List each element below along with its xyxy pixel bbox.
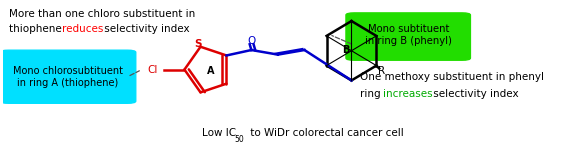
Text: reduces: reduces bbox=[62, 24, 103, 34]
Text: B: B bbox=[342, 45, 350, 55]
Text: S: S bbox=[194, 39, 202, 49]
FancyBboxPatch shape bbox=[346, 13, 471, 60]
Text: One methoxy substituent in phenyl: One methoxy substituent in phenyl bbox=[360, 72, 544, 82]
Text: increases: increases bbox=[382, 89, 432, 99]
Text: selectivity index: selectivity index bbox=[430, 89, 518, 99]
Text: 50: 50 bbox=[235, 135, 245, 144]
Text: Mono subtituent
in ring B (phenyl): Mono subtituent in ring B (phenyl) bbox=[365, 24, 452, 46]
Text: O: O bbox=[248, 36, 256, 46]
Text: thiophene: thiophene bbox=[9, 24, 64, 34]
Text: Mono chlorosubtituent
in ring A (thiophene): Mono chlorosubtituent in ring A (thiophe… bbox=[13, 66, 123, 88]
Text: A: A bbox=[207, 66, 215, 76]
Text: R: R bbox=[378, 66, 385, 76]
Text: ring: ring bbox=[360, 89, 383, 99]
Text: More than one chloro substituent in: More than one chloro substituent in bbox=[9, 9, 195, 19]
FancyBboxPatch shape bbox=[0, 50, 136, 103]
Text: selectivity index: selectivity index bbox=[101, 24, 190, 34]
Text: to WiDr colorectal cancer cell: to WiDr colorectal cancer cell bbox=[247, 128, 404, 138]
Text: Cl: Cl bbox=[147, 65, 157, 75]
Text: Low IC: Low IC bbox=[202, 128, 236, 138]
